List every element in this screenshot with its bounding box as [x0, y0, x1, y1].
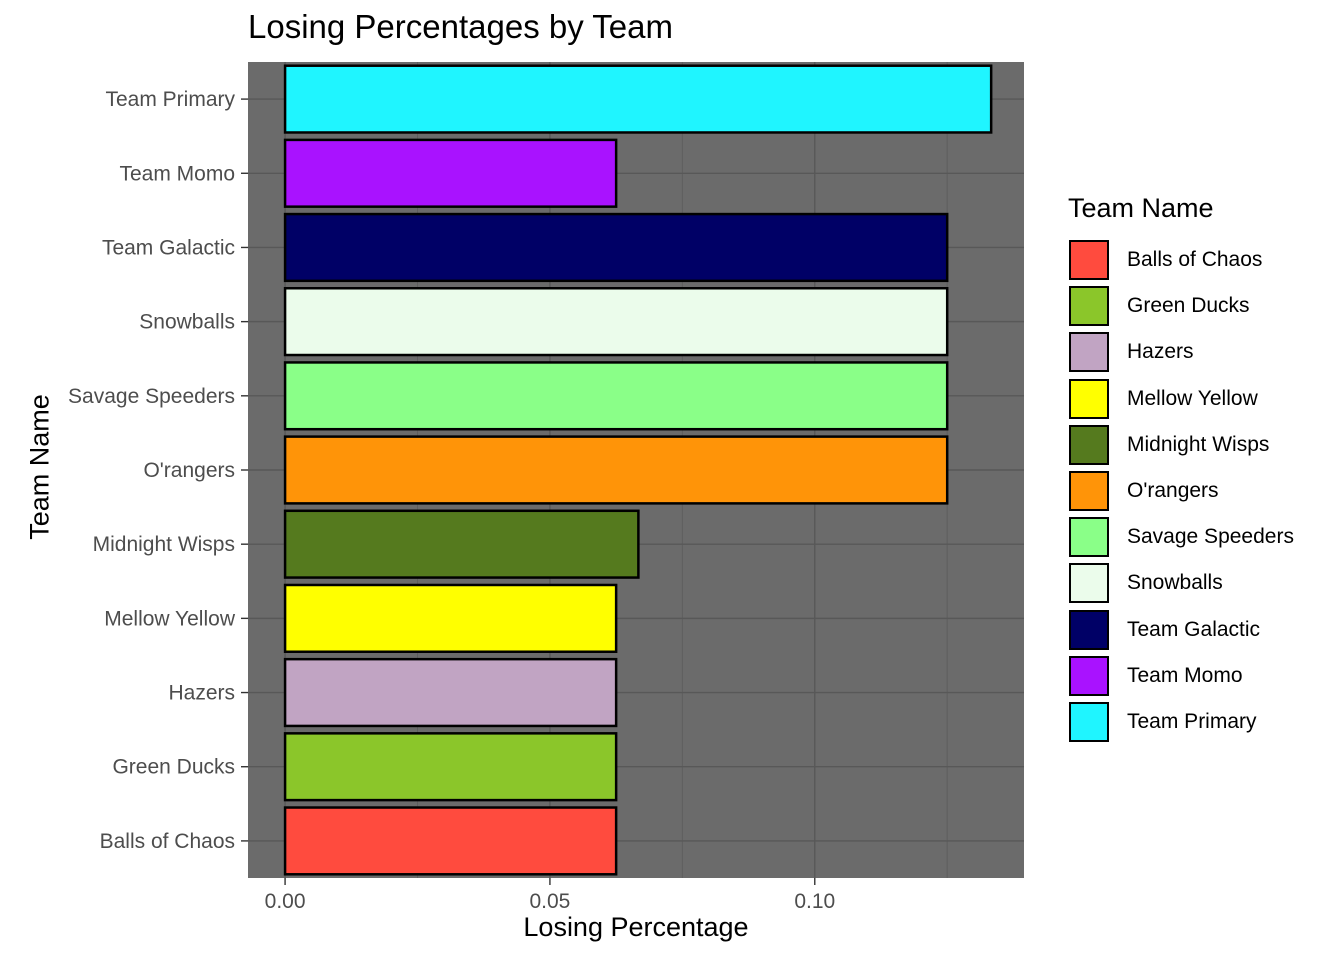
- bar-snowballs: [283, 287, 949, 357]
- legend-label: Team Momo: [1127, 663, 1243, 687]
- bar-o-rangers: [283, 435, 949, 505]
- legend-item: Savage Speeders: [1068, 514, 1294, 560]
- legend-swatch: [1069, 332, 1109, 373]
- bar-team-primary: [283, 64, 993, 134]
- legend-item: Team Primary: [1068, 699, 1294, 745]
- y-tick-label: Mellow Yellow: [104, 607, 236, 630]
- legend-swatch: [1069, 286, 1109, 327]
- legend-swatch: [1069, 701, 1109, 742]
- legend-swatch: [1069, 609, 1109, 650]
- y-tick-label: Savage Speeders: [68, 385, 235, 408]
- y-tick-label: O'rangers: [143, 459, 235, 482]
- legend-item: Green Ducks: [1068, 283, 1294, 329]
- bar-team-momo: [283, 138, 618, 208]
- x-tick-label: 0.00: [265, 890, 306, 913]
- legend-swatch: [1069, 471, 1109, 512]
- legend-label: Green Ducks: [1127, 294, 1250, 318]
- legend-label: Team Galactic: [1127, 617, 1261, 641]
- bar-mellow-yellow: [283, 583, 618, 653]
- y-axis-label: Team Name: [24, 394, 55, 540]
- legend-swatch: [1069, 424, 1109, 465]
- chart-title: Losing Percentages by Team: [248, 8, 673, 45]
- y-tick-label: Hazers: [168, 682, 235, 705]
- legend-items: Balls of Chaos Green Ducks Hazers Mellow Ye…: [1068, 237, 1294, 745]
- legend-item: Snowballs: [1068, 560, 1294, 606]
- bar-green-ducks: [283, 732, 618, 802]
- y-tick-label: Team Momo: [119, 162, 235, 185]
- legend-item: Balls of Chaos: [1068, 237, 1294, 283]
- y-tick-label: Midnight Wisps: [93, 533, 235, 556]
- legend-item: Team Galactic: [1068, 607, 1294, 653]
- legend-label: Midnight Wisps: [1127, 432, 1270, 456]
- x-tick-label: 0.05: [529, 890, 570, 913]
- bar-midnight-wisps: [283, 509, 640, 579]
- legend-title: Team Name: [1068, 193, 1214, 223]
- bar-savage-speeders: [283, 361, 949, 431]
- y-tick-label: Team Primary: [105, 88, 235, 111]
- legend-swatch: [1069, 378, 1109, 419]
- bar-hazers: [283, 657, 618, 728]
- legend-item: Mellow Yellow: [1068, 376, 1294, 422]
- y-tick-label: Balls of Chaos: [100, 830, 235, 853]
- legend-swatch: [1069, 240, 1109, 281]
- legend-label: Mellow Yellow: [1127, 386, 1258, 410]
- legend: Team Name Balls of Chaos Green Ducks Hazer…: [1068, 193, 1294, 745]
- x-tick-label: 0.10: [794, 890, 835, 913]
- legend-label: Savage Speeders: [1127, 525, 1294, 549]
- legend-item: Team Momo: [1068, 653, 1294, 699]
- legend-item: Midnight Wisps: [1068, 422, 1294, 468]
- legend-label: Snowballs: [1127, 571, 1223, 595]
- legend-swatch: [1069, 517, 1109, 558]
- x-axis-label: Losing Percentage: [523, 912, 749, 942]
- legend-label: Hazers: [1127, 340, 1194, 364]
- y-tick-label: Green Ducks: [112, 756, 235, 779]
- bar-team-galactic: [283, 212, 949, 283]
- y-tick-label: Team Galactic: [102, 236, 235, 259]
- legend-item: Hazers: [1068, 329, 1294, 375]
- legend-label: Balls of Chaos: [1127, 248, 1263, 272]
- legend-item: O'rangers: [1068, 468, 1294, 514]
- legend-swatch: [1069, 563, 1109, 604]
- legend-label: Team Primary: [1127, 709, 1257, 733]
- legend-swatch: [1069, 655, 1109, 696]
- bar-balls-of-chaos: [283, 806, 618, 876]
- legend-label: O'rangers: [1127, 479, 1219, 503]
- y-tick-label: Snowballs: [139, 311, 235, 334]
